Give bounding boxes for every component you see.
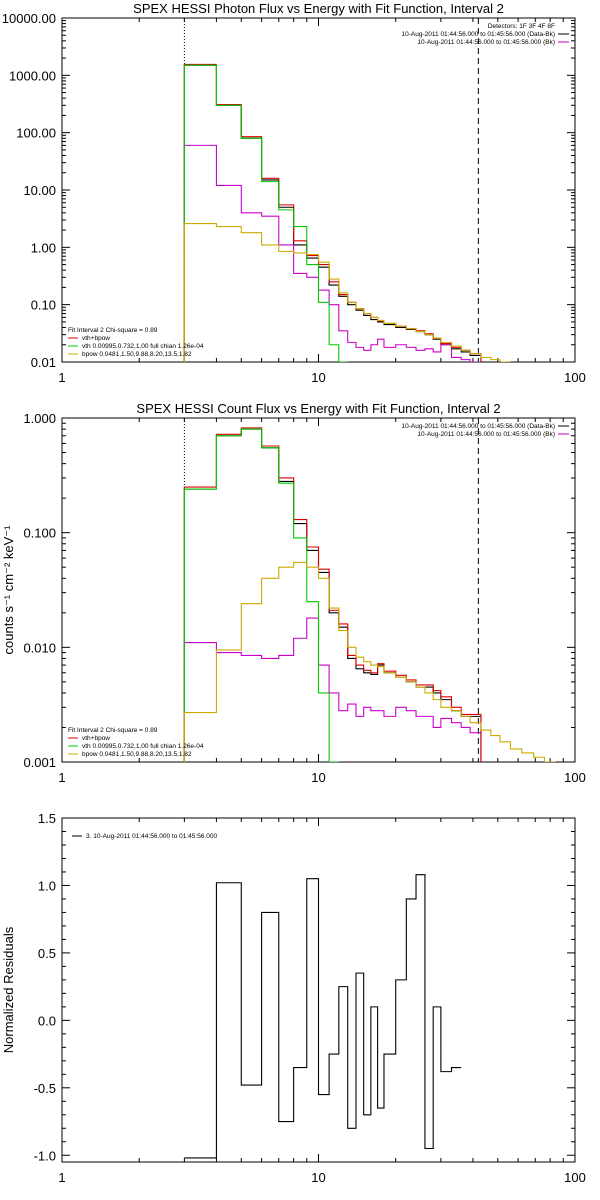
chart-title: SPEX HESSI Count Flux vs Energy with Fit… xyxy=(136,401,500,416)
y-tick-label: 0.01 xyxy=(31,355,56,370)
y-tick-label: 1000.00 xyxy=(9,68,56,83)
residuals-panel: Normalized Residuals 1 10 100 1.5 1.0 0.5 0.0 -0… xyxy=(1,811,586,1185)
y-tick-label: 0.0 xyxy=(38,1013,56,1028)
fit-legend-label: bpow 0.0481,1.50,9.88,8.20,13.5,1.82 xyxy=(82,351,192,358)
series-total xyxy=(183,427,482,762)
y-tick-label: 0.001 xyxy=(23,755,56,770)
series-data xyxy=(183,64,482,362)
fit-legend-label: vth+bpow xyxy=(82,735,110,742)
series-vth xyxy=(183,428,339,762)
fit-legend-label: vth+bpow xyxy=(82,335,110,342)
x-tick-label: 100 xyxy=(564,370,586,385)
fit-legend-label: bpow 0.0481,1.50,9.88,8.20,13.5,1.82 xyxy=(82,751,192,758)
plot-frame xyxy=(61,17,576,363)
x-tick-label: 10 xyxy=(311,1170,325,1185)
y-tick-label: -1.0 xyxy=(34,1148,56,1163)
series-data xyxy=(183,428,482,762)
plot-area xyxy=(183,418,556,762)
series-bkg xyxy=(183,617,482,762)
y-tick-label: 1.0 xyxy=(38,878,56,893)
chart-title: SPEX HESSI Photon Flux vs Energy with Fi… xyxy=(133,1,504,16)
y-tick-label: 0.5 xyxy=(38,946,56,961)
plot-frame xyxy=(61,417,576,763)
x-tick-label: 1 xyxy=(58,770,65,785)
series-vth xyxy=(183,64,348,362)
series-total xyxy=(183,63,482,362)
y-tick-label: 1.5 xyxy=(38,811,56,826)
y-tick-label: 100.00 xyxy=(16,126,56,141)
plot-area xyxy=(184,874,462,1159)
series-bpow xyxy=(183,222,511,362)
y-tick-label: 0.100 xyxy=(23,526,56,541)
y-tick-label: 1.00 xyxy=(31,240,56,255)
y-tick-label: 10.00 xyxy=(23,183,56,198)
x-tick-label: 100 xyxy=(564,770,586,785)
x-tick-label: 1 xyxy=(58,370,65,385)
x-tick-label: 10 xyxy=(311,370,325,385)
data-legend-label: 10-Aug-2011 01:44:56.000 to 01:45:56.000… xyxy=(402,31,555,38)
x-tick-label: 100 xyxy=(564,1170,586,1185)
y-tick-label: 0.010 xyxy=(23,640,56,655)
series-bpow xyxy=(183,561,556,762)
y-tick-label: 0.10 xyxy=(31,298,56,313)
series-residuals xyxy=(184,874,462,1159)
fit-legend-label: vth 0.00995,0.732,1.00 full chian 1.26e-… xyxy=(82,343,204,350)
data-legend-label: 10-Aug-2011 01:44:56.000 to 01:45:56.000… xyxy=(417,431,555,438)
plot-area xyxy=(183,18,511,362)
photon-flux-panel: SPEX HESSI Photon Flux vs Energy with Fi… xyxy=(2,1,586,385)
fit-legend-label: vth 0.00995,0.732,1.00 full chian 1.26e-… xyxy=(82,743,204,750)
fit-legend-header: Fit Interval 2 Chi-square = 0.89 xyxy=(68,727,158,734)
y-tick-label: 10000.00 xyxy=(2,11,56,26)
data-legend-header: Detectors: 1F 3F 4F 8F xyxy=(488,23,555,30)
y-axis-label: Normalized Residuals xyxy=(1,926,16,1053)
y-tick-label: 1.000 xyxy=(23,411,56,426)
series-bkg xyxy=(183,144,481,362)
data-legend-label: 10-Aug-2011 01:44:56.000 to 01:45:56.000… xyxy=(417,39,555,46)
y-axis-label: counts s⁻¹ cm⁻² keV⁻¹ xyxy=(1,525,16,655)
fit-legend-header: Fit Interval 2 Chi-square = 0.89 xyxy=(68,327,158,334)
x-tick-label: 1 xyxy=(58,1170,65,1185)
x-tick-label: 10 xyxy=(311,770,325,785)
data-legend-label: 3. 10-Aug-2011 01:44:56.000 to 01:45:56.… xyxy=(86,833,217,840)
data-legend-label: 10-Aug-2011 01:44:56.000 to 01:45:56.000… xyxy=(402,423,555,430)
count-flux-panel: SPEX HESSI Count Flux vs Energy with Fit… xyxy=(1,401,586,785)
y-tick-label: -0.5 xyxy=(34,1081,56,1096)
